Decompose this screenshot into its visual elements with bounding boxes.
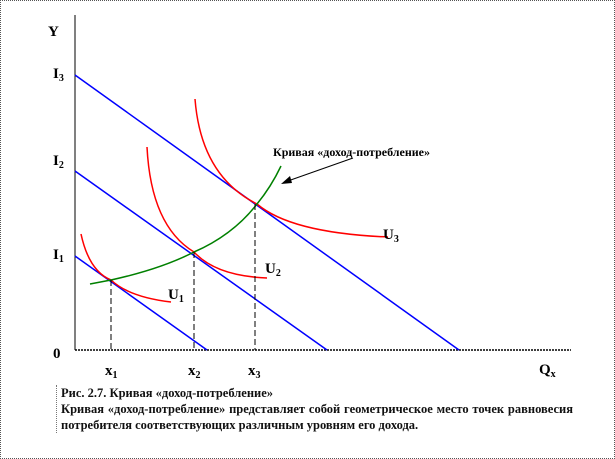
income-label-2: I2 [53, 153, 64, 171]
budget-line-1 [74, 255, 208, 351]
quantity-label-2: x2 [188, 363, 201, 381]
x-axis-label: Qx [539, 362, 556, 380]
caption-text: Кривая «доход-потребление» представляет … [61, 402, 573, 432]
indifference-label-1: U1 [168, 287, 184, 305]
arrowhead-icon [281, 176, 292, 184]
indifference-curve-3 [194, 98, 389, 238]
caption-title: Рис. 2.7. Кривая «доход-потребление» [61, 386, 274, 400]
budget-line-3 [74, 74, 460, 351]
y-axis-label: Y [48, 24, 59, 40]
annotation-arrow [284, 157, 354, 183]
budget-line-2 [74, 170, 328, 351]
indifference-label-3: U3 [383, 227, 399, 245]
income-label-3: I3 [53, 66, 64, 84]
quantity-label-1: x1 [105, 363, 118, 381]
figure-caption: Рис. 2.7. Кривая «доход-потребление» Кри… [56, 385, 573, 433]
income-label-1: I1 [53, 247, 64, 265]
quantity-label-3: x3 [248, 363, 261, 381]
indifference-label-2: U2 [265, 261, 281, 279]
curve-annotation: Кривая «доход-потребление» [273, 145, 430, 159]
income-consumption-curve [89, 165, 282, 285]
origin-label: 0 [53, 346, 61, 362]
